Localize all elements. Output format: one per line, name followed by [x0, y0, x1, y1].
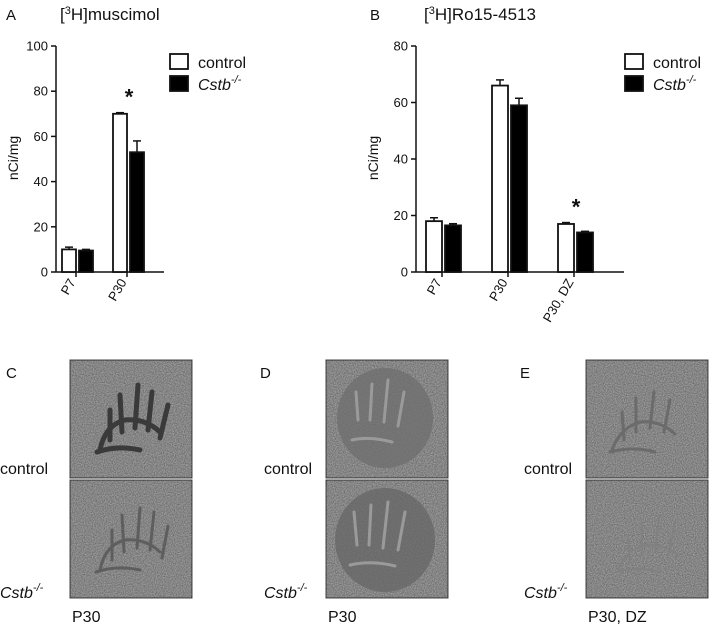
bar-control-0 — [61, 248, 77, 273]
bar-ko-0 — [444, 224, 462, 273]
significance-star: * — [572, 195, 581, 220]
y-tick-label: 80 — [394, 39, 408, 54]
y-tick-label: 20 — [394, 208, 408, 223]
legend-swatch-control — [169, 53, 189, 70]
y-tick-label: 0 — [41, 265, 48, 280]
legend-swatch-ko — [169, 75, 189, 92]
x-tick-label: P7 — [424, 276, 445, 297]
legend-label-control: control — [198, 55, 246, 72]
row-label-e-control: control — [524, 461, 572, 478]
autoradiograph-panel-c: C control — [0, 359, 193, 626]
y-tick-label: 60 — [394, 95, 408, 110]
chart-b-legend: control Cstb-/- — [624, 53, 701, 94]
legend-label-ko: Cstb-/- — [198, 74, 242, 94]
bar-control-1 — [112, 112, 128, 273]
chart-b-title: [3H]Ro15-4513 — [424, 5, 536, 24]
panel-letter-c: C — [6, 365, 17, 382]
chart-a-ylabel: nCi/mg — [5, 136, 21, 180]
autoradiograph-e-control-grain — [586, 360, 708, 478]
x-tick-label: P7 — [58, 276, 79, 297]
row-label-d-ko: Cstb-/- — [264, 582, 308, 602]
bar-control-1 — [491, 84, 509, 273]
significance-star: * — [125, 85, 134, 110]
y-tick-label: 100 — [26, 39, 48, 54]
bar-ko-0 — [78, 249, 94, 273]
x-tick-label: P30 — [105, 276, 130, 304]
bar-control-0 — [425, 220, 443, 273]
chart-b-ylabel: nCi/mg — [365, 136, 381, 180]
panel-letter-e: E — [520, 365, 530, 382]
row-label-c-ko: Cstb-/- — [0, 582, 44, 602]
bar-ko-2 — [576, 231, 594, 273]
row-label-d-control: control — [264, 461, 312, 478]
cerebellum-section-c-control — [94, 382, 171, 455]
row-label-e-ko: Cstb-/- — [524, 582, 568, 602]
x-tick-label: P30, DZ — [540, 276, 577, 325]
caption-e: P30, DZ — [588, 609, 647, 626]
autoradiograph-panel-d: D — [260, 359, 449, 626]
y-tick-label: 60 — [34, 129, 48, 144]
autoradiographs: C control — [0, 359, 709, 626]
chart-b-bars: * — [425, 79, 594, 273]
autoradiograph-e-ko-grain — [586, 480, 708, 598]
chart-b: B [3H]Ro15-4513 nCi/mg 0 20 40 60 80 P7 P30 P30… — [365, 5, 701, 325]
caption-c: P30 — [72, 609, 101, 626]
legend-label-ko: Cstb-/- — [653, 74, 697, 94]
panel-letter-a: A — [6, 7, 16, 24]
panel-letter-d: D — [260, 365, 271, 382]
caption-d: P30 — [328, 609, 357, 626]
cerebellum-section-e-ko — [615, 515, 679, 573]
x-tick-label: P30 — [486, 276, 511, 304]
bar-ko-1 — [510, 104, 528, 273]
cerebellum-section-d-control — [337, 368, 433, 468]
bar-control-2 — [557, 223, 575, 273]
legend-swatch-control — [624, 53, 644, 70]
autoradiograph-panel-e: E control Cstb-/- — [520, 359, 709, 626]
chart-a-bars: * — [61, 85, 145, 273]
chart-a-title: [3H]muscimol — [60, 5, 160, 24]
panel-letter-b: B — [370, 7, 380, 24]
y-tick-label: 0 — [401, 265, 408, 280]
chart-a-legend: control Cstb-/- — [169, 53, 246, 94]
legend-label-control: control — [653, 55, 701, 72]
y-tick-label: 20 — [34, 219, 48, 234]
cerebellum-section-c-ko — [94, 506, 170, 574]
bar-ko-1 — [129, 151, 145, 273]
y-tick-label: 80 — [34, 84, 48, 99]
cerebellum-section-d-ko — [335, 488, 435, 592]
legend-swatch-ko — [624, 75, 644, 92]
row-label-c-control: control — [0, 461, 48, 478]
cerebellum-section-e-control — [608, 390, 677, 454]
y-tick-label: 40 — [394, 152, 408, 167]
y-tick-label: 40 — [34, 174, 48, 189]
